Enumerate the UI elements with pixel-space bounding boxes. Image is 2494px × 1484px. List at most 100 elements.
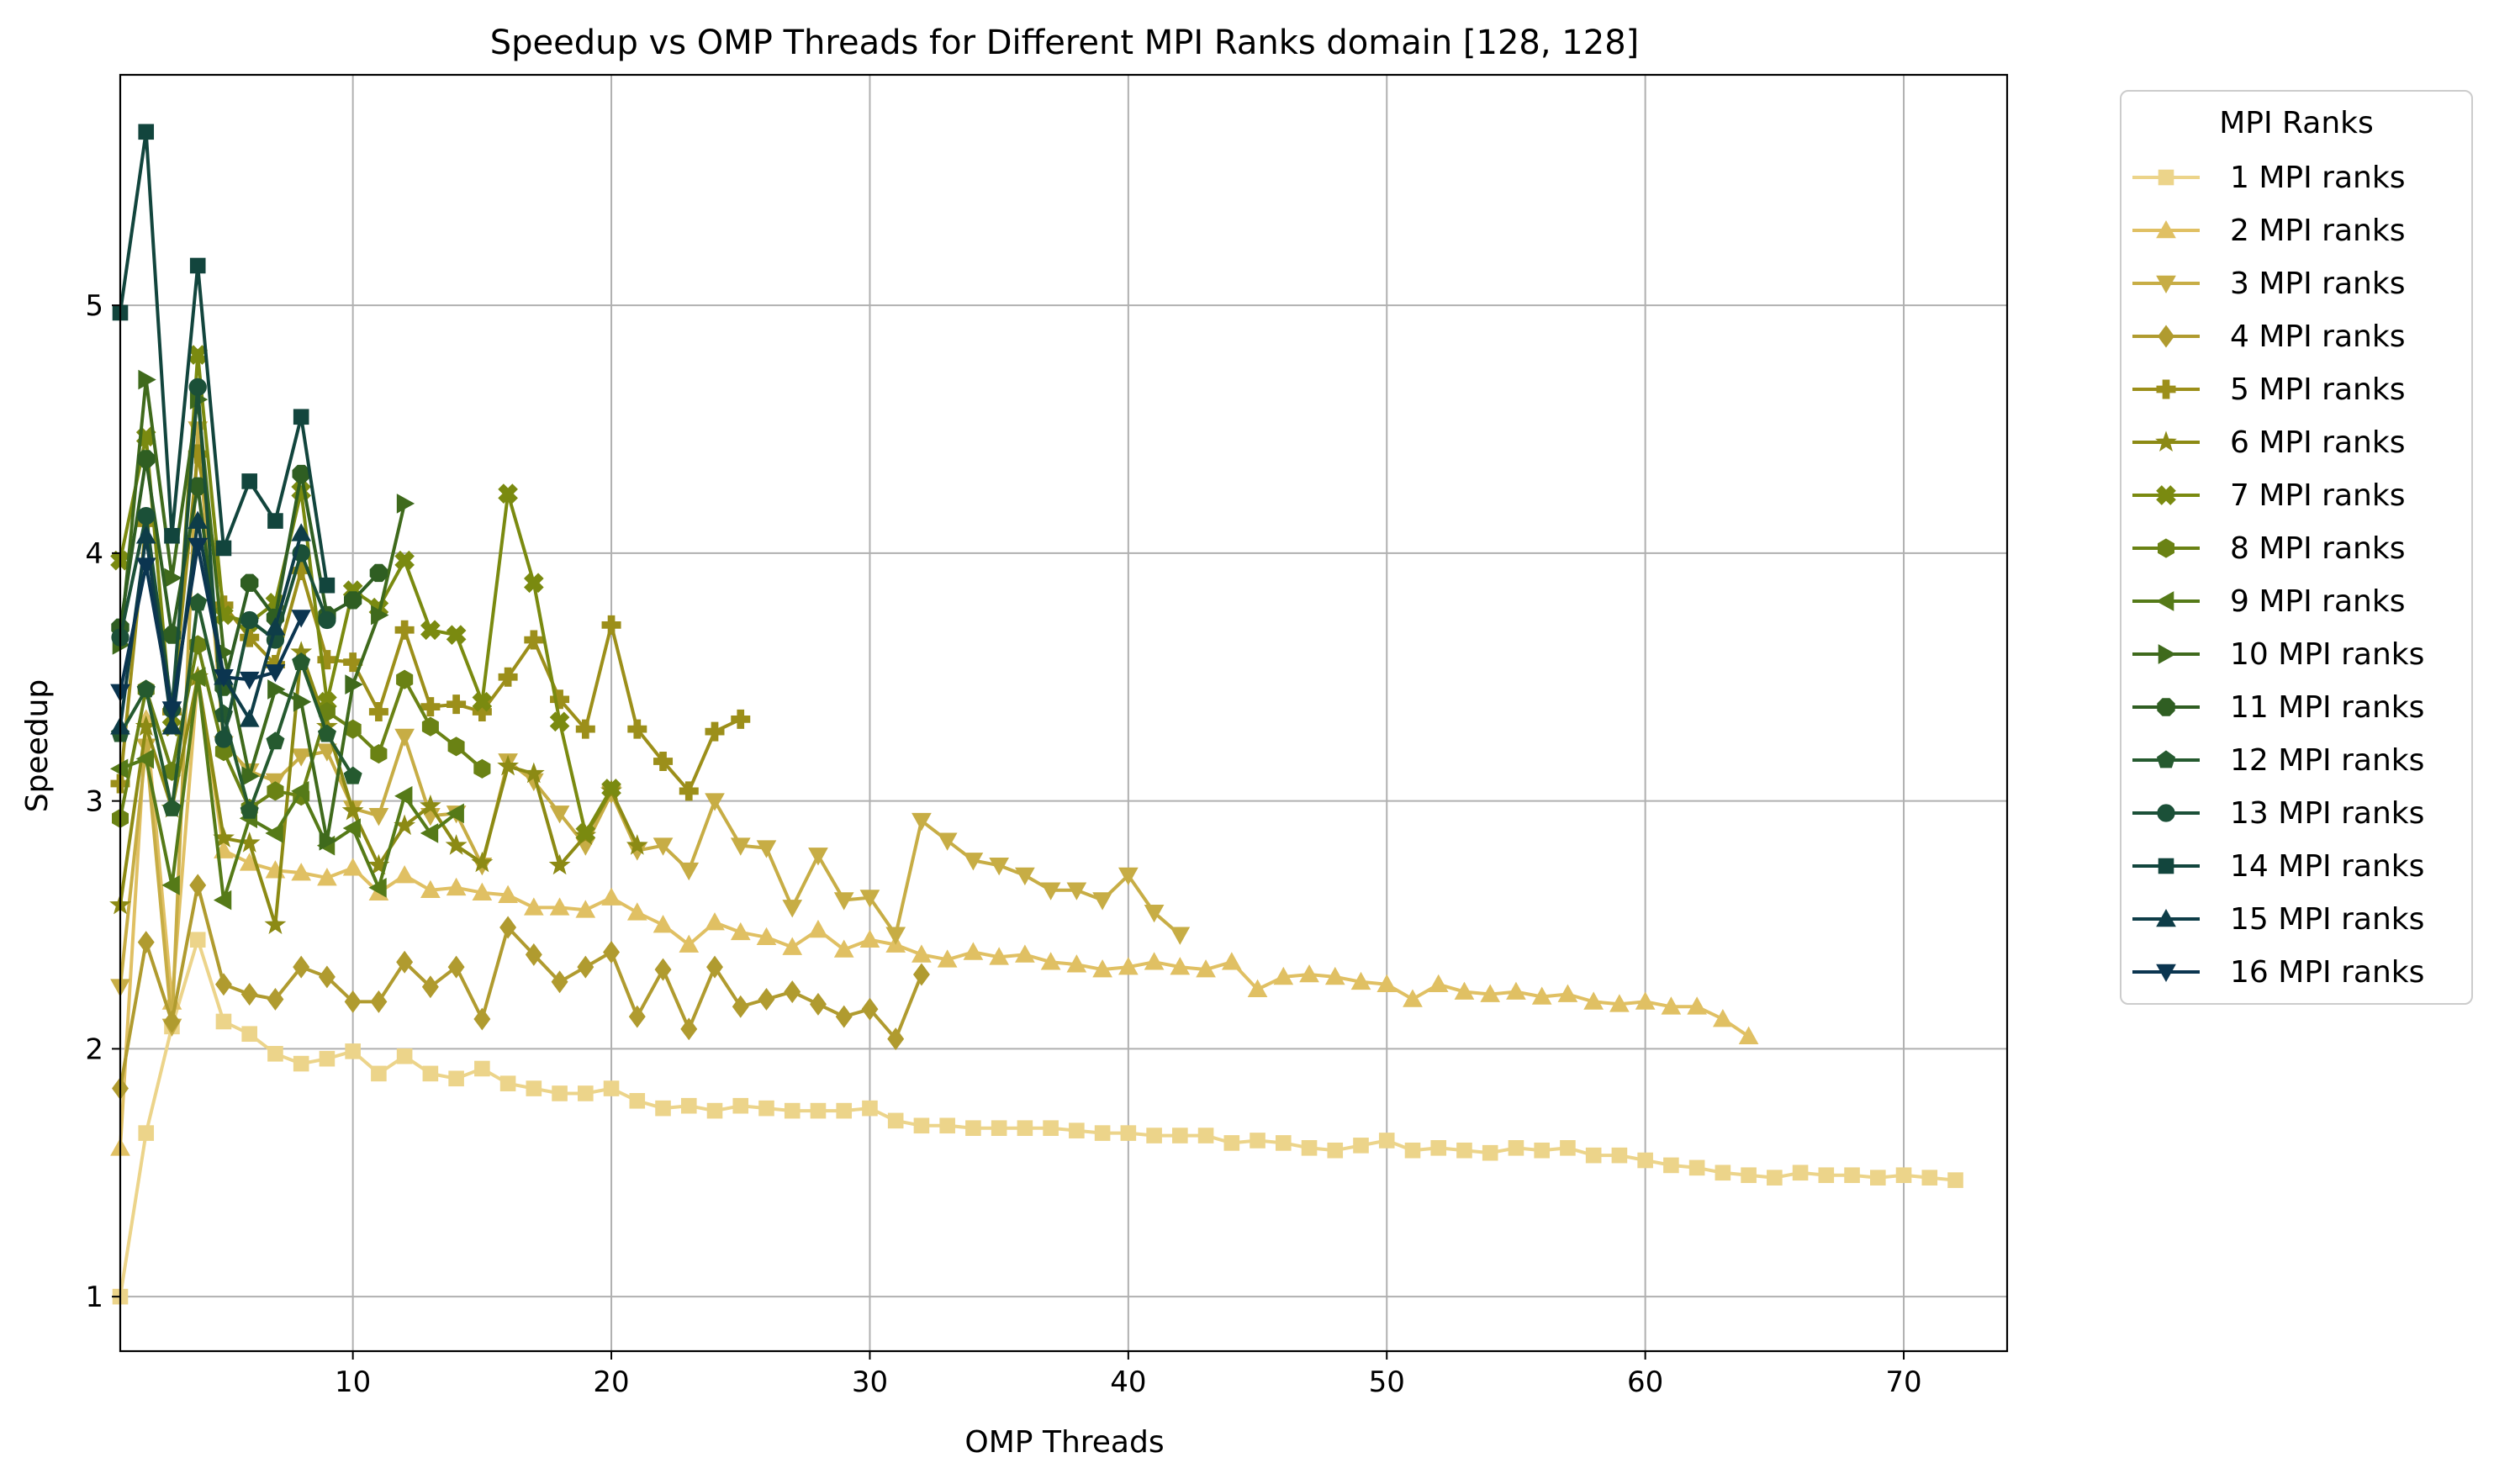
- data-point: [1196, 959, 1216, 978]
- data-point: [497, 754, 520, 776]
- data-point: [1557, 984, 1578, 1002]
- y-tick-label: 4: [85, 537, 103, 571]
- data-point: [138, 1125, 155, 1141]
- data-point: [241, 473, 257, 489]
- x-tick-label: 20: [593, 1365, 629, 1399]
- legend-item: 11 MPI ranks: [2132, 690, 2424, 725]
- series-line: [119, 600, 355, 813]
- legend-item: 12 MPI ranks: [2132, 743, 2424, 778]
- data-point: [420, 794, 441, 816]
- data-point: [420, 823, 439, 843]
- data-point: [498, 483, 518, 504]
- data-point: [1092, 959, 1112, 978]
- data-point: [135, 525, 156, 544]
- data-point: [1221, 952, 1242, 970]
- data-point: [240, 800, 259, 819]
- data-point: [264, 913, 287, 934]
- data-point: [808, 919, 828, 938]
- legend-marker: [2158, 538, 2174, 558]
- data-point: [523, 897, 544, 916]
- legend-label: 13 MPI ranks: [2230, 796, 2424, 831]
- data-point: [1197, 1128, 1214, 1143]
- data-point: [522, 762, 545, 784]
- legend-label: 14 MPI ranks: [2230, 849, 2424, 884]
- data-point: [498, 885, 518, 903]
- series-4-mpi-ranks: [112, 874, 930, 1101]
- data-point: [213, 890, 232, 911]
- data-point: [420, 697, 441, 717]
- data-point: [137, 450, 156, 468]
- data-point: [1250, 1133, 1265, 1149]
- data-point: [1350, 971, 1371, 990]
- data-point: [1818, 1167, 1835, 1184]
- data-point: [937, 832, 958, 851]
- data-point: [937, 949, 958, 968]
- data-point: [1170, 957, 1191, 975]
- data-point: [1172, 1128, 1188, 1143]
- data-point: [679, 934, 700, 953]
- data-point: [188, 667, 206, 688]
- data-point: [1403, 989, 1423, 1007]
- legend-item: 6 MPI ranks: [2132, 425, 2405, 460]
- data-point: [1895, 1167, 1912, 1184]
- legend-item: 5 MPI ranks: [2132, 372, 2405, 407]
- data-point: [445, 834, 468, 855]
- data-point: [1144, 952, 1165, 970]
- data-point: [732, 1097, 749, 1114]
- data-point: [887, 1112, 904, 1129]
- data-point: [705, 912, 725, 931]
- data-point: [1947, 1172, 1963, 1188]
- series-line: [119, 378, 407, 842]
- data-point: [421, 716, 439, 737]
- data-point: [241, 766, 260, 787]
- x-tick-label: 50: [1369, 1365, 1405, 1399]
- data-point: [1378, 1133, 1395, 1149]
- data-point: [188, 537, 209, 557]
- legend-item: 8 MPI ranks: [2132, 531, 2405, 566]
- data-point: [447, 955, 465, 979]
- data-point: [810, 1102, 827, 1119]
- data-point: [706, 1102, 723, 1119]
- data-point: [239, 709, 260, 727]
- data-point: [552, 1085, 568, 1101]
- data-point: [1661, 996, 1682, 1015]
- data-point: [1015, 944, 1035, 963]
- data-point: [603, 940, 621, 964]
- data-point: [1844, 1167, 1860, 1184]
- data-point: [1583, 991, 1604, 1010]
- data-point: [267, 679, 286, 700]
- series-line: [119, 675, 1750, 1149]
- data-point: [575, 900, 596, 918]
- data-point: [679, 781, 699, 801]
- data-point: [292, 464, 310, 483]
- data-point: [1066, 882, 1087, 900]
- data-point: [1767, 1170, 1783, 1186]
- data-point: [550, 689, 570, 710]
- legend-item: 4 MPI ranks: [2132, 320, 2405, 354]
- legend-item: 14 MPI ranks: [2132, 849, 2424, 884]
- data-point: [291, 523, 312, 541]
- data-point: [189, 932, 206, 948]
- data-point: [1376, 974, 1398, 993]
- data-point: [396, 669, 414, 689]
- data-point: [420, 879, 441, 899]
- plot-area: [109, 124, 1963, 1305]
- data-point: [1688, 1159, 1705, 1176]
- legend-label: 8 MPI ranks: [2230, 531, 2405, 566]
- data-point: [472, 882, 493, 900]
- data-point: [758, 987, 775, 1011]
- data-point: [654, 958, 672, 981]
- data-point: [162, 798, 182, 816]
- legend-label: 6 MPI ranks: [2230, 425, 2405, 460]
- data-point: [318, 610, 336, 630]
- legend-marker: [2156, 908, 2176, 927]
- data-point: [498, 667, 518, 687]
- series-12-mpi-ranks: [110, 593, 362, 819]
- data-point: [731, 709, 751, 729]
- data-point: [292, 652, 311, 670]
- data-point: [136, 679, 156, 698]
- data-point: [188, 378, 207, 397]
- data-point: [396, 1048, 413, 1064]
- legend-marker: [2158, 169, 2174, 186]
- data-point: [1792, 1164, 1809, 1181]
